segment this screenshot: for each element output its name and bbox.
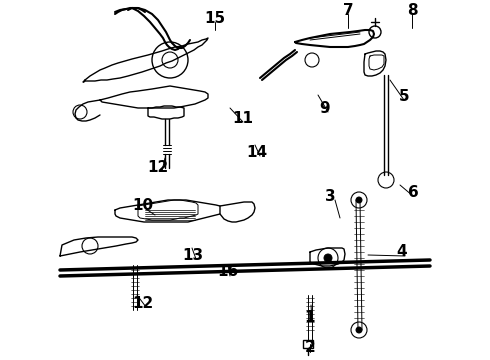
Text: 6: 6: [408, 185, 418, 199]
Text: 12: 12: [147, 159, 169, 175]
Circle shape: [356, 327, 362, 333]
Text: 2: 2: [305, 341, 316, 356]
Text: 11: 11: [232, 111, 253, 126]
Text: 9: 9: [319, 100, 330, 116]
Circle shape: [324, 254, 332, 262]
Text: 8: 8: [407, 3, 417, 18]
Text: 5: 5: [399, 89, 409, 104]
Text: 16: 16: [218, 265, 239, 279]
Circle shape: [356, 197, 362, 203]
Text: 12: 12: [132, 296, 154, 310]
Text: 15: 15: [204, 10, 225, 26]
Text: 4: 4: [397, 244, 407, 260]
Text: 3: 3: [325, 189, 335, 203]
Bar: [303, 340, 313, 348]
Text: 10: 10: [132, 198, 153, 212]
Text: 7: 7: [343, 3, 353, 18]
Text: 14: 14: [246, 144, 268, 159]
Text: 13: 13: [182, 248, 203, 262]
Text: 1: 1: [305, 310, 315, 324]
